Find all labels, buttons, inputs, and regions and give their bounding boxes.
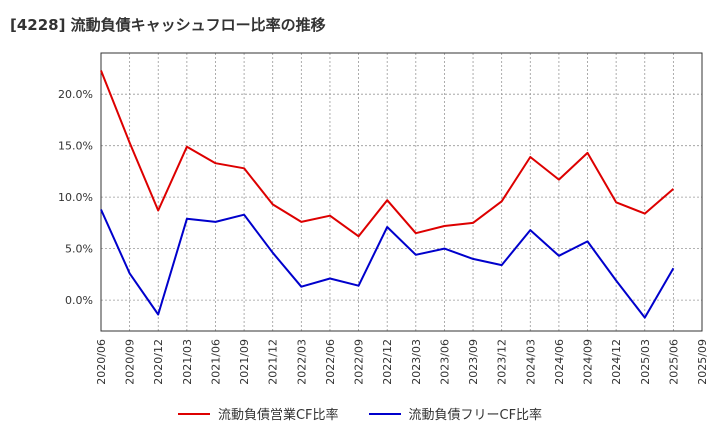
chart-title: [4228] 流動負債キャッシュフロー比率の推移 [10, 16, 326, 34]
x-tick-label: 2024/09 [582, 339, 595, 385]
x-tick-label: 2024/12 [610, 339, 623, 385]
x-tick-label: 2025/06 [667, 339, 680, 385]
x-tick-label: 2022/03 [295, 339, 308, 385]
x-tick-label: 2020/12 [152, 339, 165, 385]
x-tick-label: 2021/03 [181, 339, 194, 385]
grid [100, 53, 703, 331]
series-lines [100, 70, 675, 319]
x-tick-label: 2023/09 [467, 339, 480, 385]
x-tick-label: 2020/06 [95, 339, 108, 385]
legend-label-free-cf: 流動負債フリーCF比率 [408, 408, 543, 423]
x-tick-label: 2021/12 [267, 339, 280, 385]
series-line-1 [100, 209, 675, 319]
plot-area [101, 53, 702, 331]
legend: 流動負債営業CF比率 流動負債フリーCF比率 [0, 404, 720, 423]
axes [100, 52, 703, 332]
y-tick-labels: 0.0% 5.0% 10.0% 15.0% 20.0% [58, 88, 93, 307]
x-tick-label: 2021/06 [209, 339, 222, 385]
legend-swatch-free-cf [368, 412, 401, 415]
x-tick-label: 2023/06 [438, 339, 451, 385]
series-line-0 [100, 70, 675, 238]
x-tick-label: 2025/09 [696, 339, 709, 385]
y-tick-label: 10.0% [58, 191, 93, 204]
legend-item-free-cf: 流動負債フリーCF比率 [368, 404, 543, 423]
x-tick-label: 2025/03 [639, 339, 652, 385]
x-tick-labels: 2020/06 2020/09 2020/12 2021/03 2021/06 2021/… [95, 339, 709, 385]
x-tick-label: 2022/09 [353, 339, 366, 385]
x-tick-label: 2024/06 [553, 339, 566, 385]
y-tick-label: 5.0% [65, 243, 93, 256]
x-tick-label: 2020/09 [124, 339, 137, 385]
plot-frame [100, 52, 703, 332]
x-tick-label: 2023/03 [410, 339, 423, 385]
legend-label-operating-cf: 流動負債営業CF比率 [217, 408, 339, 423]
x-tick-label: 2023/12 [496, 339, 509, 385]
legend-item-operating-cf: 流動負債営業CF比率 [177, 404, 339, 423]
y-tick-label: 20.0% [58, 88, 93, 101]
y-tick-label: 15.0% [58, 140, 93, 153]
x-tick-label: 2021/09 [238, 339, 251, 385]
x-tick-label: 2024/03 [524, 339, 537, 385]
legend-swatch-operating-cf [177, 412, 210, 415]
y-tick-label: 0.0% [65, 294, 93, 307]
x-tick-label: 2022/12 [381, 339, 394, 385]
x-tick-label: 2022/06 [324, 339, 337, 385]
